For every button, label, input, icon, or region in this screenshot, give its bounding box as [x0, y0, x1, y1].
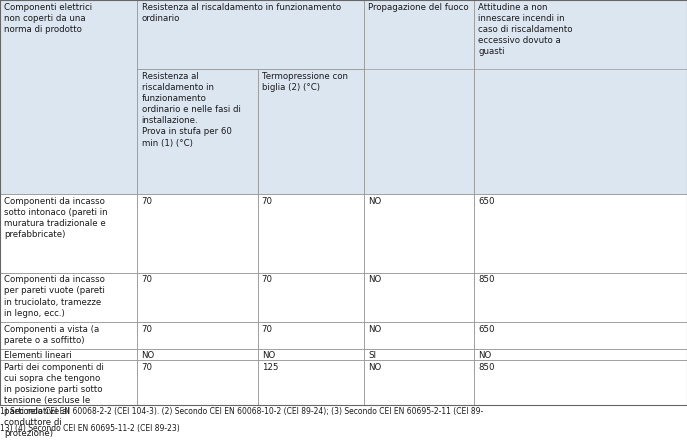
Bar: [0, 322, 137, 349]
Bar: [0, 0, 137, 194]
Text: Propagazione del fuoco: Propagazione del fuoco: [368, 3, 469, 12]
Text: 650: 650: [478, 197, 495, 206]
Bar: [137, 322, 258, 349]
Bar: [258, 360, 364, 405]
Bar: [474, 194, 687, 273]
Text: NO: NO: [478, 351, 491, 360]
Text: 70: 70: [262, 197, 273, 206]
Bar: [474, 360, 687, 405]
Text: Componenti da incasso
sotto intonaco (pareti in
muratura tradizionale e
prefabbr: Componenti da incasso sotto intonaco (pa…: [4, 197, 108, 240]
Text: 1) Secondo CEI EN 60068-2-2 (CEI 104-3). (2) Secondo CEI EN 60068-10-2 (CEI 89-2: 1) Secondo CEI EN 60068-2-2 (CEI 104-3).…: [0, 407, 483, 416]
Bar: [474, 322, 687, 349]
Bar: [364, 273, 474, 322]
Text: Attitudine a non
innescare incendi in
caso di riscaldamento
eccessivo dovuto a
g: Attitudine a non innescare incendi in ca…: [478, 3, 573, 56]
Bar: [474, 273, 687, 322]
Bar: [258, 273, 364, 322]
Text: Elementi lineari: Elementi lineari: [4, 351, 72, 360]
Bar: [258, 194, 364, 273]
Bar: [258, 349, 364, 360]
Text: Parti dei componenti di
cui sopra che tengono
in posizione parti sotto
tensione : Parti dei componenti di cui sopra che te…: [4, 363, 104, 438]
Bar: [474, 0, 687, 194]
Text: NO: NO: [142, 351, 155, 360]
Bar: [364, 0, 474, 194]
Text: 70: 70: [262, 275, 273, 284]
Text: NO: NO: [262, 351, 275, 360]
Bar: [137, 349, 258, 360]
Text: Componenti da incasso
per pareti vuote (pareti
in truciolato, tramezze
in legno,: Componenti da incasso per pareti vuote (…: [4, 275, 105, 318]
Bar: [364, 349, 474, 360]
Text: 70: 70: [262, 325, 273, 333]
Text: Resistenza al
riscaldamento in
funzionamento
ordinario e nelle fasi di
installaz: Resistenza al riscaldamento in funzionam…: [142, 72, 240, 148]
Bar: [258, 322, 364, 349]
Bar: [474, 349, 687, 360]
Text: NO: NO: [368, 325, 381, 333]
Text: NO: NO: [368, 275, 381, 284]
Text: SI: SI: [368, 351, 376, 360]
Text: Componenti a vista (a
parete o a soffitto): Componenti a vista (a parete o a soffitt…: [4, 325, 100, 345]
Bar: [0, 360, 137, 405]
Bar: [137, 0, 364, 69]
Text: 70: 70: [142, 275, 153, 284]
Text: 850: 850: [478, 275, 495, 284]
Bar: [0, 194, 137, 273]
Bar: [137, 273, 258, 322]
Text: 650: 650: [478, 325, 495, 333]
Text: 70: 70: [142, 325, 153, 333]
Bar: [258, 69, 364, 194]
Text: 70: 70: [142, 197, 153, 206]
Bar: [137, 360, 258, 405]
Text: 850: 850: [478, 363, 495, 371]
Text: NO: NO: [368, 197, 381, 206]
Text: 13) (4) Secondo CEI EN 60695-11-2 (CEI 89-23): 13) (4) Secondo CEI EN 60695-11-2 (CEI 8…: [0, 424, 180, 433]
Bar: [364, 360, 474, 405]
Text: 70: 70: [142, 363, 153, 371]
Bar: [364, 194, 474, 273]
Text: Resistenza al riscaldamento in funzionamento
ordinario: Resistenza al riscaldamento in funzionam…: [142, 3, 341, 23]
Bar: [137, 194, 258, 273]
Text: 125: 125: [262, 363, 278, 371]
Text: Componenti elettrici
non coperti da una
norma di prodotto: Componenti elettrici non coperti da una …: [4, 3, 92, 34]
Bar: [137, 69, 258, 194]
Bar: [0, 349, 137, 360]
Bar: [364, 322, 474, 349]
Bar: [0, 273, 137, 322]
Text: NO: NO: [368, 363, 381, 371]
Text: Termopressione con
biglia (2) (°C): Termopressione con biglia (2) (°C): [262, 72, 348, 92]
